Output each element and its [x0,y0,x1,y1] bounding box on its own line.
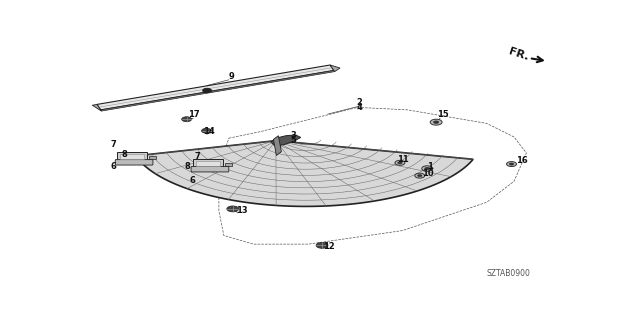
Text: 6: 6 [189,176,195,185]
Text: 3: 3 [291,131,296,140]
Polygon shape [273,136,282,156]
Text: 6: 6 [111,162,116,171]
Text: 13: 13 [236,206,248,215]
Bar [225,163,232,166]
Circle shape [397,162,402,164]
Polygon shape [92,104,102,111]
Circle shape [509,163,514,165]
Polygon shape [136,141,473,206]
Circle shape [316,243,328,248]
Bar [193,159,223,167]
Circle shape [395,160,405,165]
Text: 2: 2 [356,98,363,107]
Text: 7: 7 [111,140,116,149]
Text: 8: 8 [184,163,190,172]
Text: 4: 4 [356,103,363,112]
Circle shape [422,166,433,171]
Circle shape [202,128,211,133]
Polygon shape [100,70,335,111]
Circle shape [430,119,442,125]
Text: 14: 14 [203,127,215,137]
FancyBboxPatch shape [191,166,229,172]
Circle shape [425,167,429,170]
Bar [149,156,156,159]
Circle shape [417,174,422,177]
Polygon shape [330,65,340,72]
Text: 16: 16 [516,156,528,165]
Bar [117,152,147,160]
Circle shape [182,117,191,122]
Text: 11: 11 [397,155,409,164]
Text: 8: 8 [121,150,127,159]
Circle shape [415,173,425,178]
Circle shape [227,206,239,212]
Bar [120,154,145,159]
Circle shape [203,88,212,93]
Text: 7: 7 [194,152,200,161]
Text: SZTAB0900: SZTAB0900 [486,269,531,278]
Circle shape [433,121,439,124]
Text: 1: 1 [428,162,433,171]
FancyBboxPatch shape [115,160,153,165]
Polygon shape [97,65,334,110]
Text: 10: 10 [422,169,434,178]
Polygon shape [271,135,301,146]
Bar [196,161,220,166]
Text: 9: 9 [229,72,234,81]
Text: 5: 5 [291,136,297,145]
Text: FR.: FR. [508,47,530,63]
Text: 17: 17 [188,110,200,119]
Text: 12: 12 [323,242,335,251]
Text: 15: 15 [437,110,449,119]
Circle shape [507,162,516,166]
